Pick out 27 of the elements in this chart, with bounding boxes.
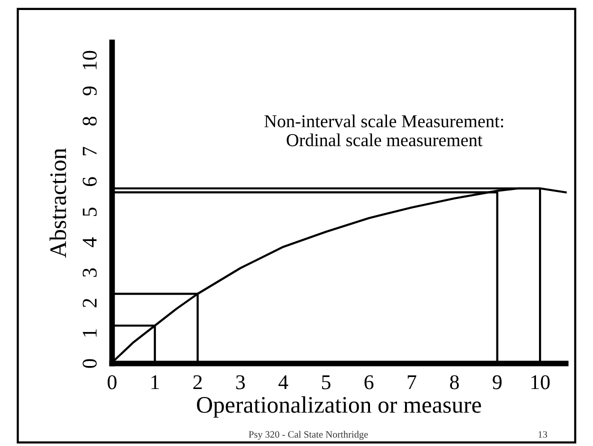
y-tick-label: 8 — [82, 116, 97, 126]
x-tick-label: 9 — [492, 375, 502, 390]
x-tick-label: 1 — [152, 375, 159, 390]
y-axis-title: Abstraction — [50, 148, 66, 258]
y-tick-label: 4 — [82, 237, 97, 248]
y-tick-label: 9 — [82, 86, 97, 96]
x-tick-label: 0 — [108, 375, 116, 390]
y-tick-label: 7 — [82, 146, 97, 156]
y-tick-label: 6 — [82, 177, 97, 186]
y-tick-label: 2 — [82, 298, 97, 308]
y-tick-label: 1 — [82, 329, 97, 337]
y-tick-label: 10 — [82, 50, 97, 70]
y-tick-label: 3 — [82, 268, 97, 277]
x-tick-label: 3 — [236, 375, 245, 390]
x-axis-title: Operationalization or measure — [196, 396, 481, 418]
y-tick-label: 0 — [82, 359, 97, 368]
x-tick-label: 2 — [193, 375, 202, 390]
x-tick-label: 4 — [278, 375, 288, 390]
y-tick-label: 5 — [82, 208, 97, 216]
text: Psy 320 - Cal State Northridge — [248, 430, 368, 440]
x-tick-label: 6 — [364, 375, 374, 390]
x-tick-label: 5 — [322, 375, 330, 390]
x-tick-label: 7 — [408, 375, 416, 390]
x-tick-label: 8 — [450, 375, 459, 390]
x-tick-label: 10 — [531, 375, 550, 390]
text: 13 — [538, 431, 548, 438]
annotation: Non-interval scale Measurement: Ordinal scale measurement — [264, 114, 504, 146]
